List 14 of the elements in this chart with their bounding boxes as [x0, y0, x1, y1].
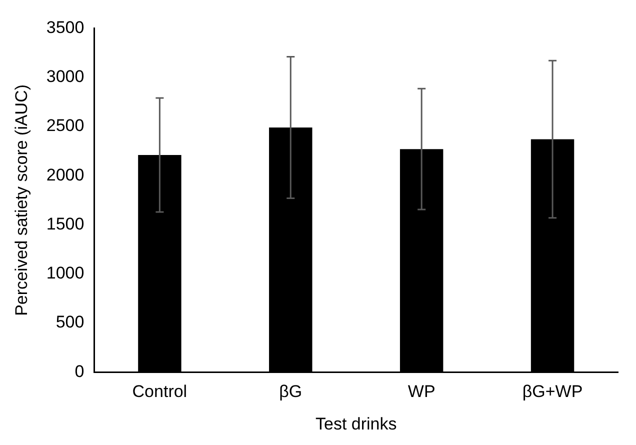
x-tick-label: WP — [408, 382, 436, 402]
x-tick-label: βG — [279, 382, 302, 402]
y-tick-label: 3500 — [46, 18, 84, 37]
x-tick-label: Control — [132, 382, 188, 402]
y-tick-label: 2500 — [46, 116, 84, 136]
x-tick-label: βG+WP — [522, 382, 583, 402]
y-tick-label: 0 — [74, 362, 84, 381]
x-axis-title: Test drinks — [315, 414, 397, 434]
y-axis-title: Perceived satiety score (iAUC) — [12, 84, 31, 316]
y-tick-label: 1000 — [46, 264, 84, 283]
y-tick-label: 1500 — [46, 214, 84, 234]
y-tick-label: 2000 — [46, 165, 84, 184]
y-tick-label: 3000 — [46, 67, 84, 86]
y-tick-label: 500 — [56, 312, 84, 332]
